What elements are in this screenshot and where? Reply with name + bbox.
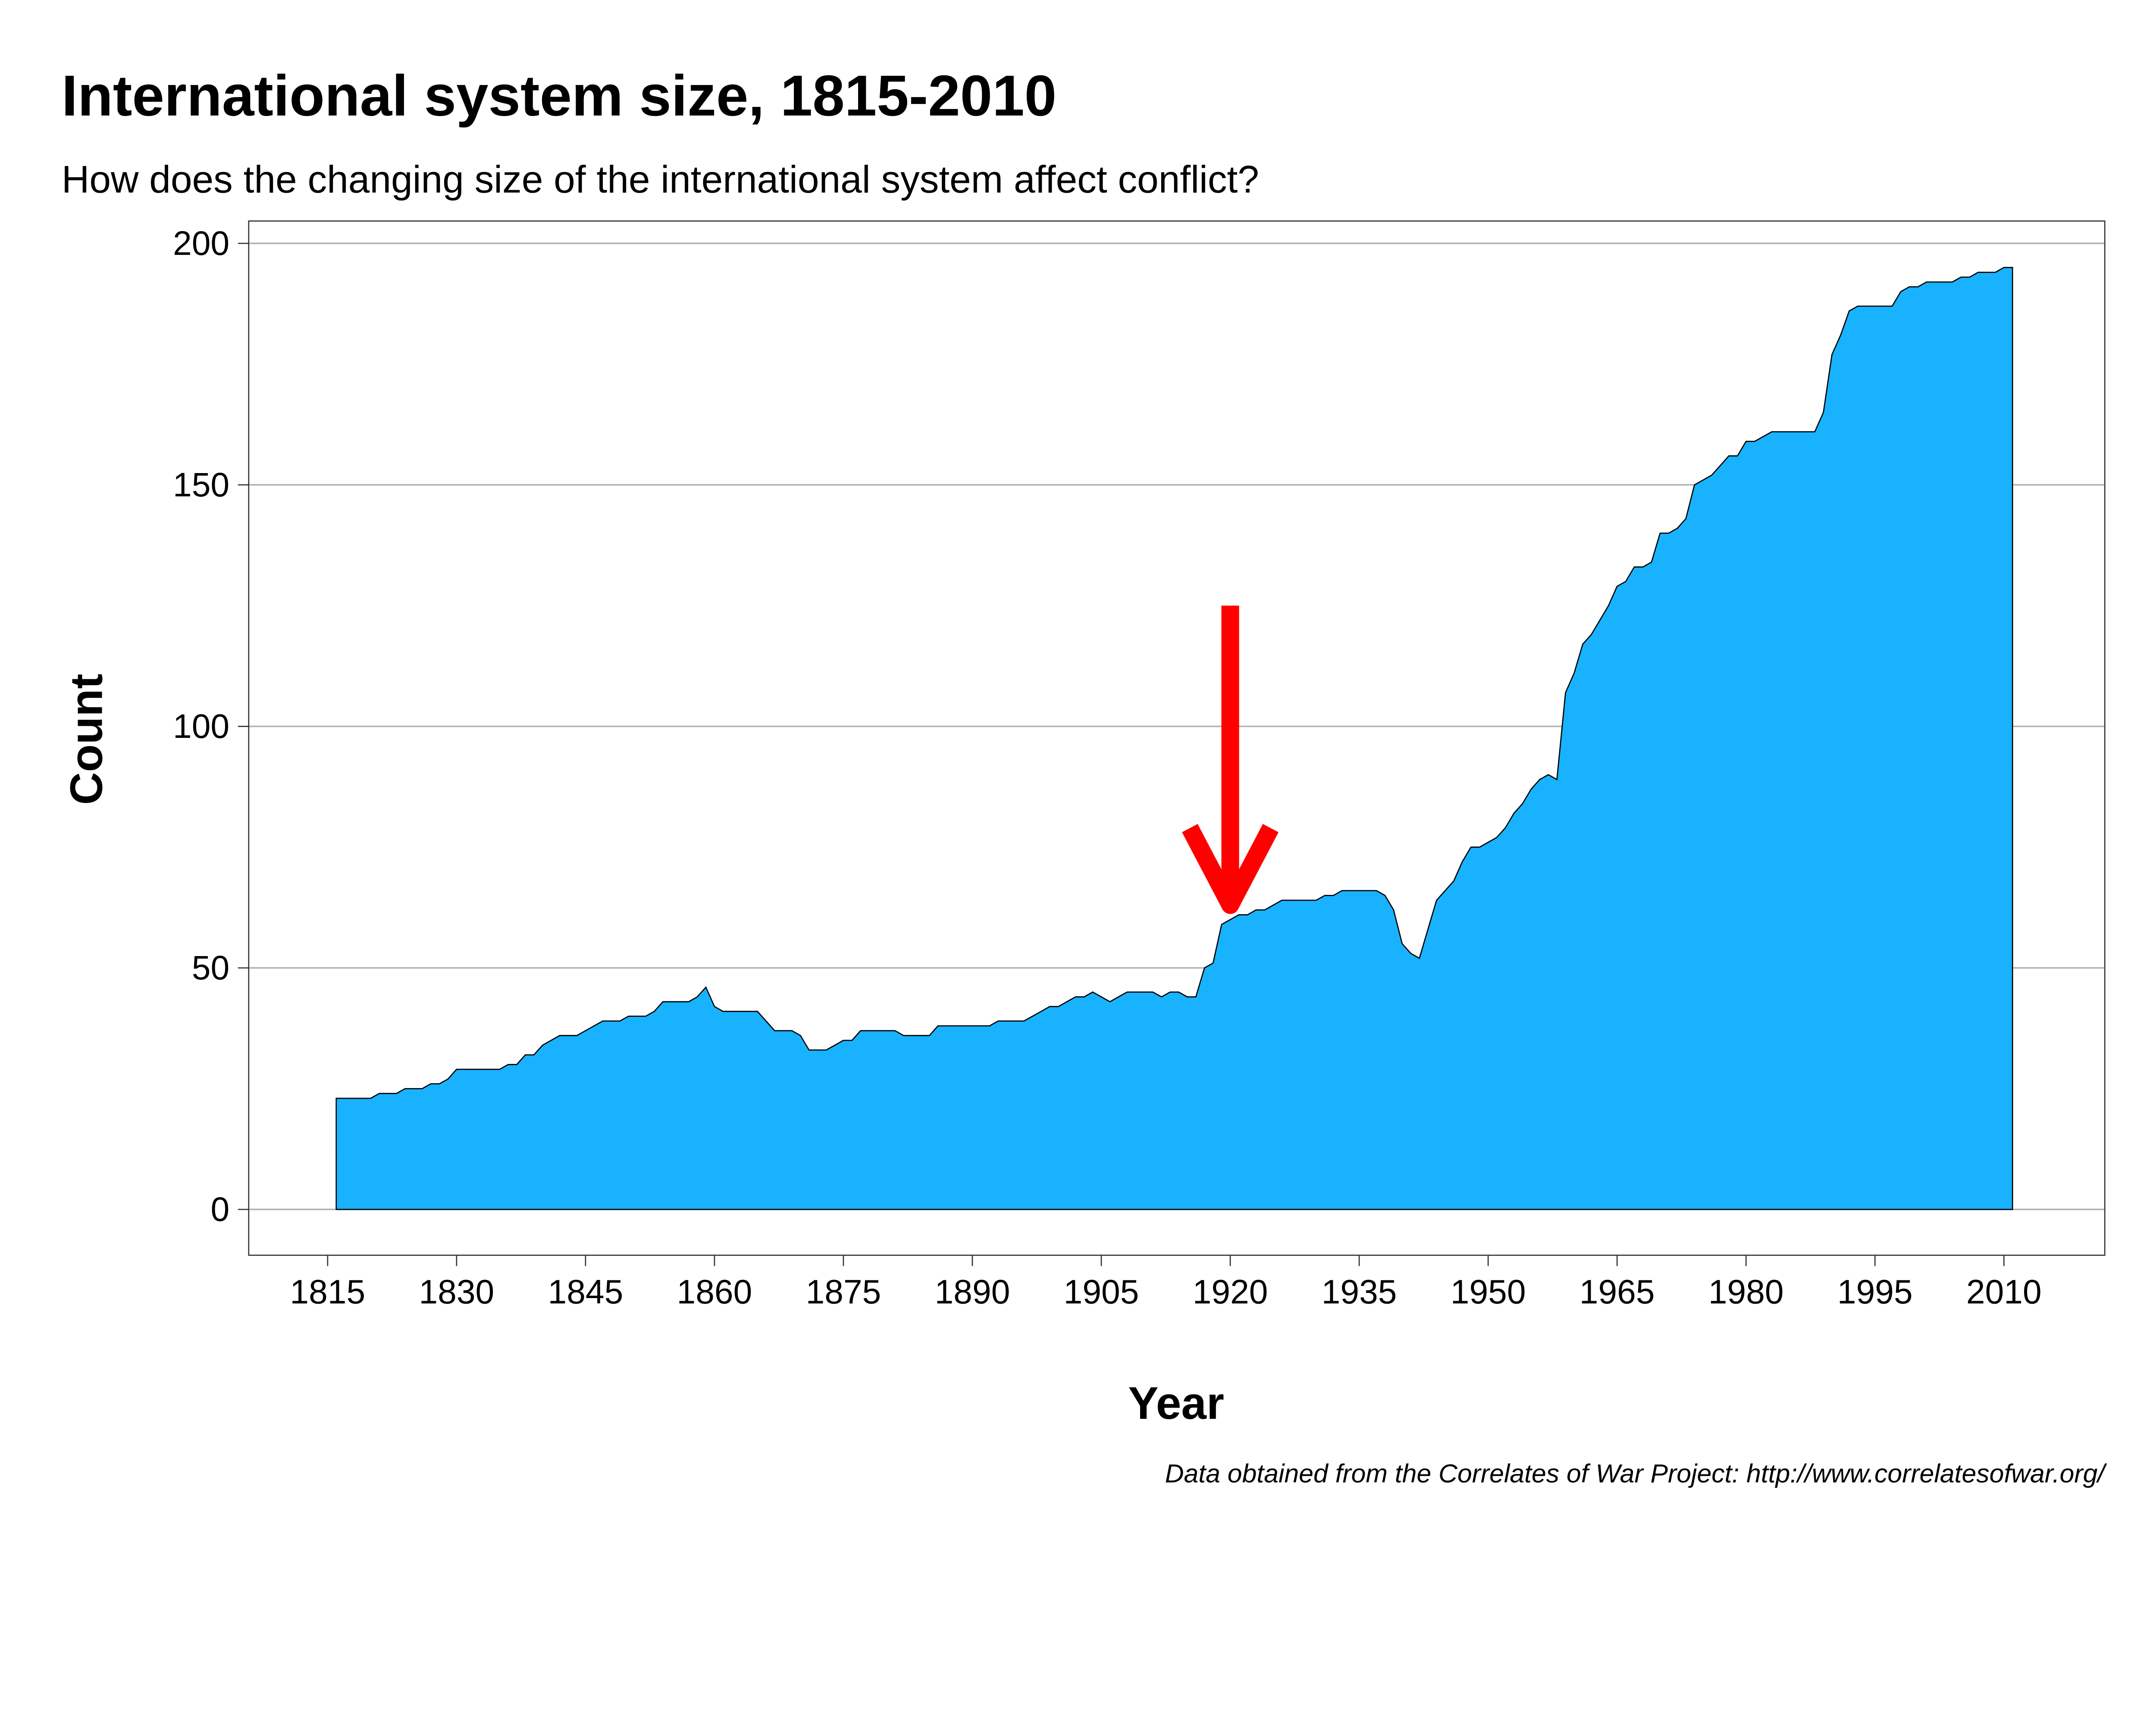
x-tick-label: 1905 <box>1064 1273 1139 1311</box>
x-tick-label: 1860 <box>677 1273 752 1311</box>
y-axis: 0 50 100 150 200 <box>173 224 249 1228</box>
area-series <box>335 267 2013 1210</box>
annotation-arrow <box>1182 605 1279 914</box>
x-tick-label: 1965 <box>1579 1273 1655 1311</box>
x-tick-label: 1830 <box>419 1273 494 1311</box>
chart-title: International system size, 1815-2010 <box>62 64 1056 128</box>
y-tick-label: 50 <box>192 949 229 987</box>
arrow-head <box>1182 824 1279 914</box>
y-tick-label: 100 <box>173 707 229 745</box>
chart: International system size, 1815-2010 How… <box>62 64 2108 1488</box>
x-tick-label: 1890 <box>935 1273 1010 1311</box>
x-tick-label: 1845 <box>548 1273 624 1311</box>
x-tick-label: 2010 <box>1966 1273 2042 1311</box>
x-tick-label: 1935 <box>1322 1273 1397 1311</box>
y-axis-title: Count <box>62 674 112 805</box>
chart-subtitle: How does the changing size of the intern… <box>62 157 1259 201</box>
x-tick-label: 1980 <box>1708 1273 1784 1311</box>
y-tick-label: 200 <box>173 224 229 262</box>
x-tick-label: 1950 <box>1451 1273 1526 1311</box>
x-tick-label: 1920 <box>1193 1273 1268 1311</box>
x-axis: 1815 1830 1845 1860 1875 1890 1905 1920 1935 1950… <box>290 1255 2042 1311</box>
x-tick-label: 1815 <box>290 1273 365 1311</box>
x-tick-label: 1995 <box>1837 1273 1913 1311</box>
y-tick-label: 150 <box>173 466 229 504</box>
x-axis-title: Year <box>1128 1378 1224 1429</box>
caption: Data obtained from the Correlates of War… <box>1165 1458 2108 1488</box>
x-tick-label: 1875 <box>806 1273 881 1311</box>
y-tick-label: 0 <box>210 1190 229 1228</box>
plot-panel <box>248 220 2106 1256</box>
